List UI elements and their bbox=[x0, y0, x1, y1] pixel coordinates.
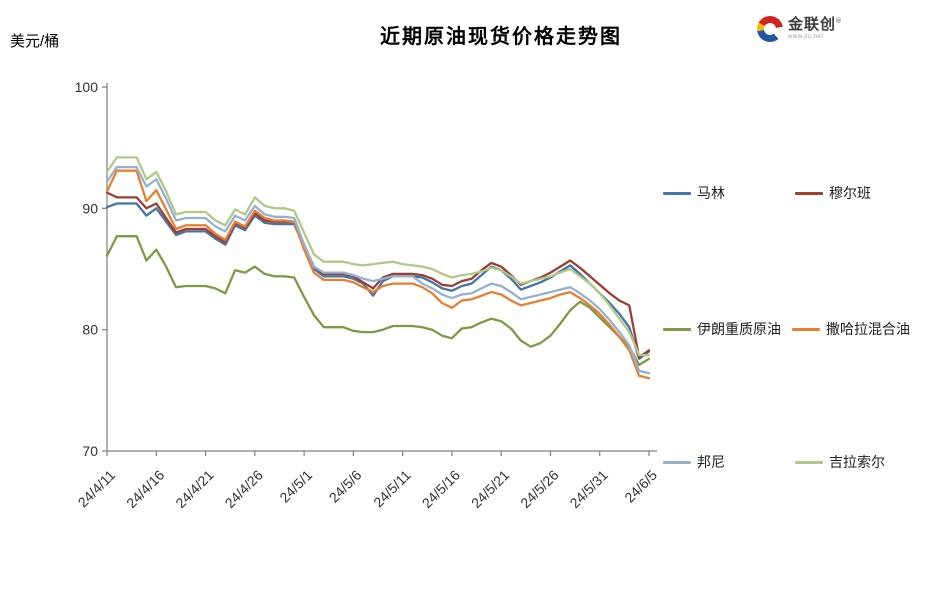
legend-line-swatch bbox=[663, 191, 691, 195]
x-tick-label: 24/5/26 bbox=[517, 467, 561, 511]
legend-item-bonny: 邦尼 bbox=[663, 452, 725, 472]
y-axis-unit-label: 美元/桶 bbox=[10, 33, 60, 50]
legend-line-swatch bbox=[795, 191, 823, 195]
series-line-4 bbox=[105, 165, 651, 375]
x-tick-label: 24/5/31 bbox=[566, 467, 610, 511]
y-tick-label: 70 bbox=[82, 443, 98, 459]
y-tick-label: 80 bbox=[82, 322, 98, 338]
x-tick-label: 24/5/21 bbox=[468, 467, 512, 511]
x-tick-label: 24/6/5 bbox=[621, 467, 660, 506]
legend-item-murban: 穆尔班 bbox=[795, 183, 871, 203]
legend-label: 马林 bbox=[697, 185, 725, 201]
legend-label: 穆尔班 bbox=[829, 185, 871, 201]
series-line-2 bbox=[105, 235, 651, 367]
legend-item-girassol: 吉拉索尔 bbox=[795, 452, 885, 472]
legend-label: 吉拉索尔 bbox=[829, 454, 885, 470]
x-tick-label: 24/5/11 bbox=[370, 467, 414, 511]
legend-line-swatch bbox=[663, 460, 691, 464]
jlc-logo: 金联创® www.jlc.net bbox=[757, 16, 842, 42]
x-tick-label: 24/4/21 bbox=[172, 467, 216, 511]
x-tick-label: 24/5/16 bbox=[419, 467, 463, 511]
registered-mark: ® bbox=[836, 18, 843, 26]
x-tick-label: 24/4/11 bbox=[75, 467, 119, 511]
series-line-1 bbox=[105, 191, 651, 359]
logo-brand-name: 金联创 bbox=[788, 16, 837, 34]
x-tick-label: 24/5/6 bbox=[326, 467, 365, 506]
page-title: 近期原油现货价格走势图 bbox=[380, 26, 622, 48]
x-tick-label: 24/5/1 bbox=[276, 467, 315, 506]
legend-item-sahara-blend: 撒哈拉混合油 bbox=[792, 319, 910, 339]
y-tick-label: 100 bbox=[75, 79, 99, 95]
legend-label: 伊朗重质原油 bbox=[697, 321, 781, 337]
legend-label: 邦尼 bbox=[697, 454, 725, 470]
x-tick-label: 24/4/26 bbox=[222, 467, 266, 511]
legend-line-swatch bbox=[663, 327, 691, 331]
legend-line-swatch bbox=[795, 460, 823, 464]
legend-item-iran-heavy: 伊朗重质原油 bbox=[663, 319, 781, 339]
legend-label: 撒哈拉混合油 bbox=[826, 321, 910, 337]
logo-url-text: www.jlc.net bbox=[788, 33, 824, 40]
jlc-logo-icon bbox=[757, 16, 783, 42]
y-tick-label: 90 bbox=[82, 200, 98, 216]
series-line-5 bbox=[105, 156, 651, 357]
legend-item-malin: 马林 bbox=[663, 183, 725, 203]
legend-line-swatch bbox=[792, 327, 820, 331]
series-line-0 bbox=[105, 202, 651, 360]
series-line-3 bbox=[105, 169, 651, 380]
x-tick-label: 24/4/16 bbox=[123, 467, 167, 511]
jlc-logo-text: 金联创® www.jlc.net bbox=[788, 17, 842, 40]
